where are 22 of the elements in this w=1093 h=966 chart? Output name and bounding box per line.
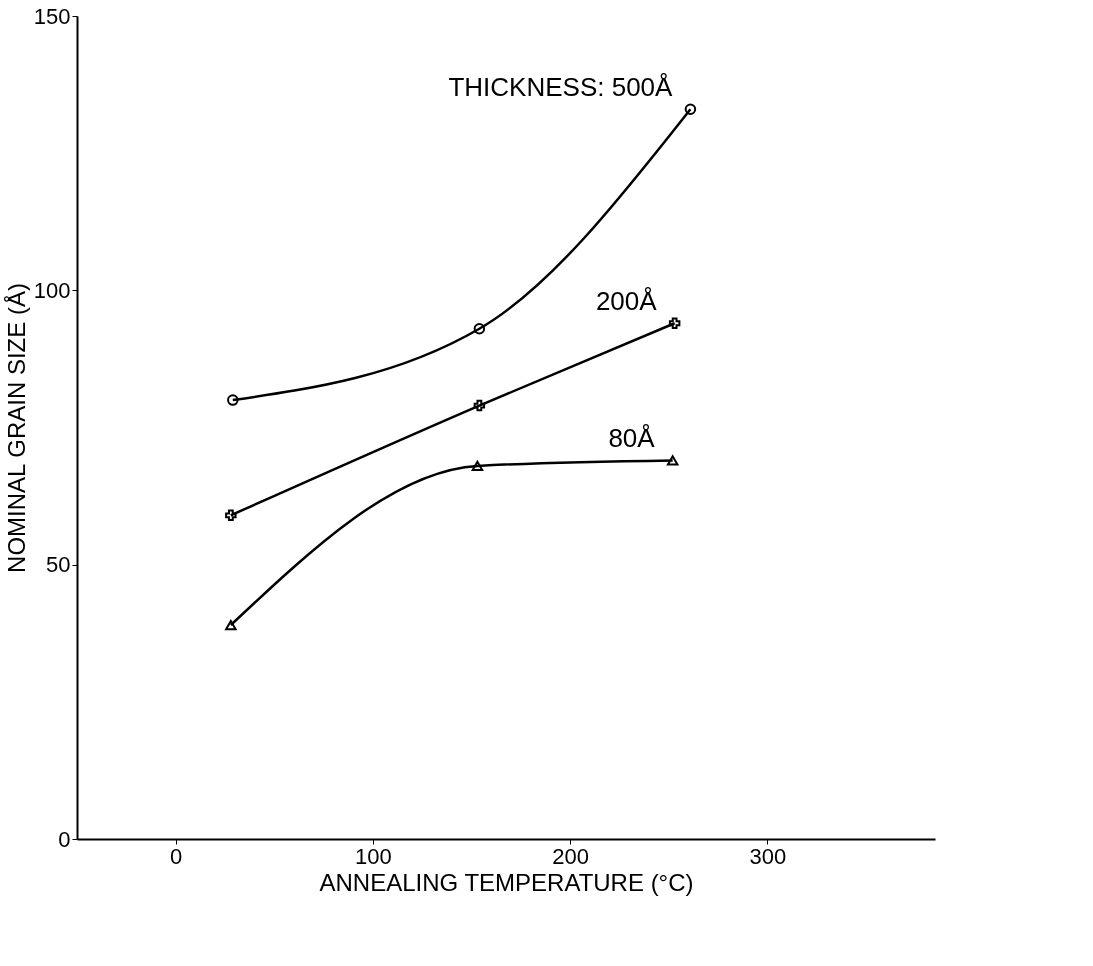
point <box>473 399 486 412</box>
series-label: 200Å <box>595 286 658 317</box>
point <box>225 509 237 522</box>
x-tick-label: 300 <box>749 843 787 869</box>
series-label: THICKNESS: 500Å <box>448 72 674 103</box>
y-tick-label: 150 <box>33 3 71 29</box>
y-tick-label: 50 <box>46 552 71 578</box>
point <box>668 317 681 329</box>
y-axis-title: NOMINAL GRAIN SIZE (Å) <box>2 283 30 573</box>
x-tick-label: 0 <box>170 843 183 869</box>
point <box>225 619 237 631</box>
y-tick-label: 100 <box>33 277 71 303</box>
point <box>473 323 486 335</box>
point <box>471 460 484 472</box>
point <box>684 103 697 116</box>
x-tick-label: 100 <box>355 843 392 869</box>
point <box>666 455 679 466</box>
x-tick-label: 200 <box>552 843 589 869</box>
series-label: 80Å <box>608 423 656 454</box>
point <box>227 394 239 406</box>
x-axis-title: ANNEALING TEMPERATURE (°C) <box>319 868 694 896</box>
y-tick-label: 0 <box>58 826 71 852</box>
